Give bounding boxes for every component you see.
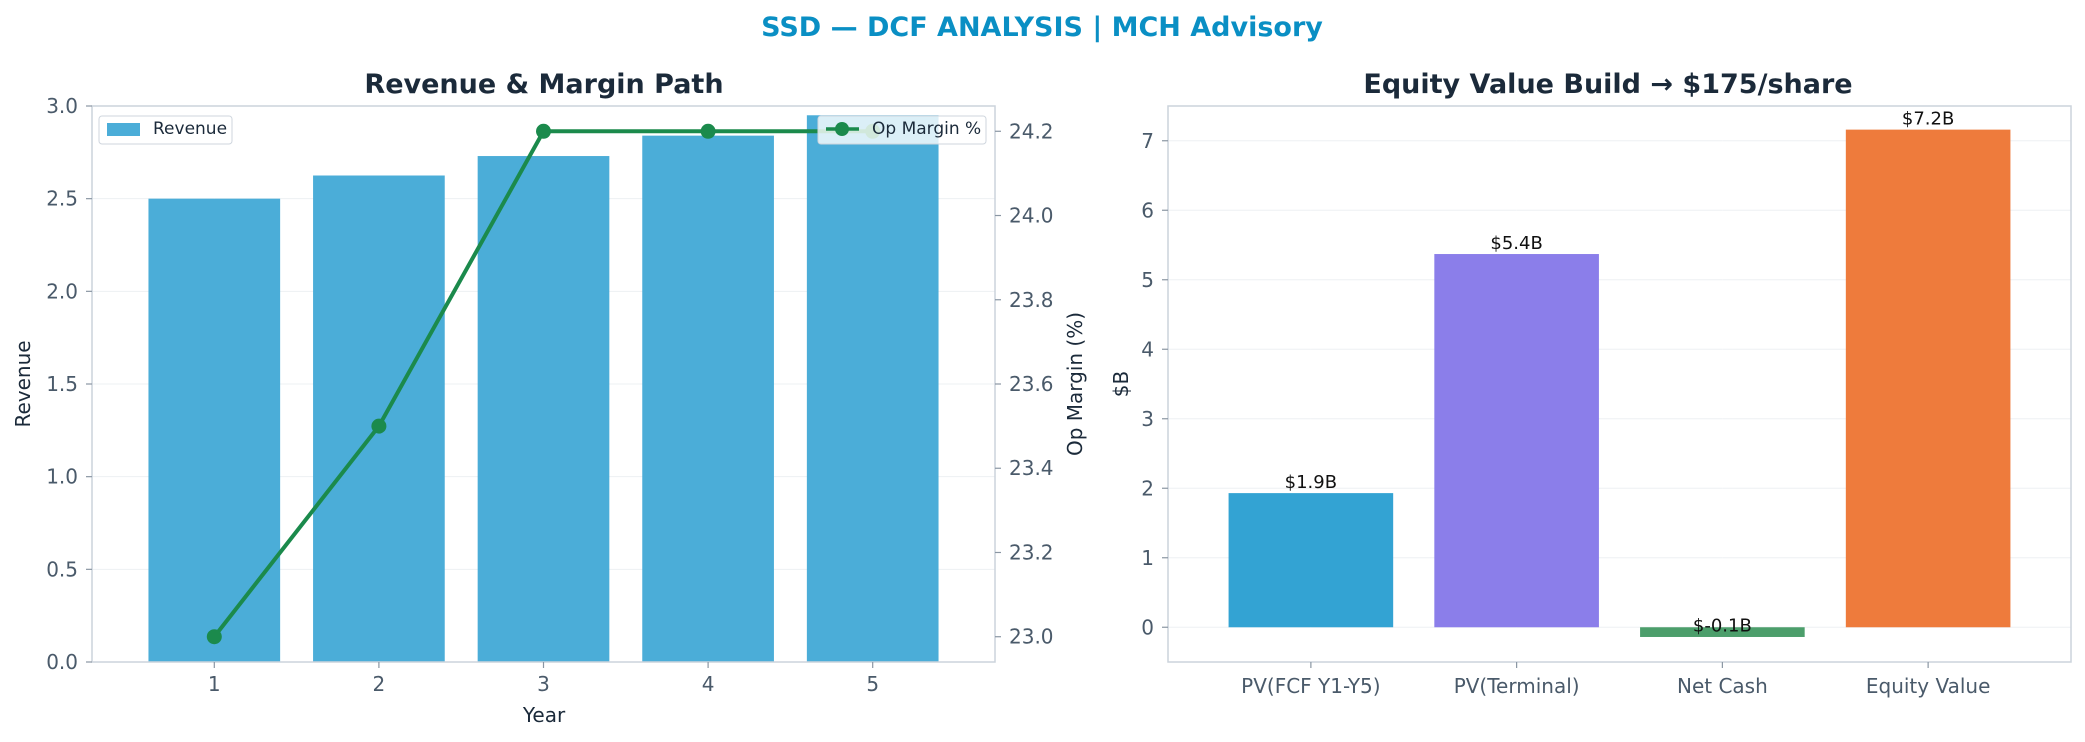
bar-revenue-5: [806, 115, 939, 663]
y2-axis-label: Op Margin (%): [1063, 312, 1087, 456]
x-tick-label: PV(Terminal): [1454, 674, 1580, 698]
data-labels: $1.9B $5.4B $-0.1B $7.2B: [1285, 109, 1955, 637]
y-tick-label: 3: [1141, 407, 1154, 431]
x-tick-label: 5: [866, 672, 879, 696]
y-tick-label: 5: [1141, 268, 1154, 292]
data-label: $7.2B: [1902, 109, 1954, 130]
y2-tick-label: 23.2: [1009, 540, 1054, 564]
x-tick-label: 1: [208, 672, 221, 696]
y-axis-ticks: 0.0 0.5 1.0 1.5 2.0 2.5 3.0: [46, 94, 92, 674]
y2-tick-label: 23.8: [1009, 288, 1054, 312]
bar-pv-fcf-y1-y5-: [1228, 493, 1394, 628]
y-tick-label: 2.0: [46, 279, 78, 303]
equity-value-chart: Equity Value Build → $175/share $1.9B $5.…: [1109, 69, 2072, 698]
y2-tick-label: 24.2: [1009, 119, 1054, 143]
legend-label-op-margin: Op Margin %: [872, 119, 981, 139]
y-tick-label: 2: [1141, 476, 1154, 500]
point-op-margin-2: [371, 418, 387, 434]
y2-tick-label: 23.0: [1009, 625, 1054, 649]
x-tick-label: 4: [702, 672, 715, 696]
y-tick-label: 1.0: [46, 465, 78, 489]
bar-series-equity-build: [1228, 129, 2011, 637]
data-label: $5.4B: [1490, 233, 1542, 254]
y2-tick-label: 23.6: [1009, 372, 1054, 396]
bar-equity-value: [1845, 129, 2011, 628]
y-tick-label: 0.0: [46, 650, 78, 674]
y2-tick-label: 24.0: [1009, 204, 1054, 228]
y-tick-label: 4: [1141, 337, 1154, 361]
x-tick-label: Net Cash: [1677, 674, 1768, 698]
legend-op-margin: Op Margin %: [817, 115, 987, 145]
bar-net-cash: [1640, 627, 1805, 637]
y-axis-ticks: 0 1 2 3 4 5 6 7: [1141, 129, 1168, 639]
x-tick-label: 3: [537, 672, 550, 696]
x-axis-ticks: PV(FCF Y1-Y5) PV(Terminal) Net Cash Equity …: [1241, 662, 1990, 698]
x-tick-label: PV(FCF Y1-Y5): [1241, 674, 1380, 698]
plot-frame: [1167, 105, 2072, 663]
point-op-margin-4: [700, 123, 716, 139]
y-tick-label: 3.0: [46, 94, 78, 118]
y-tick-label: 0: [1141, 615, 1154, 639]
chart-title: Revenue & Margin Path: [364, 69, 723, 100]
legend-marker-op-margin: [835, 122, 849, 136]
bar-revenue-4: [642, 135, 774, 663]
bar-revenue-1: [148, 198, 281, 662]
chart-title: Equity Value Build → $175/share: [1363, 69, 1852, 100]
y-axis-label: Revenue: [11, 340, 35, 427]
revenue-margin-chart: Revenue & Margin Path 0.0 0.5 1.0 1.5 2.0 2.5…: [11, 69, 1087, 727]
y-tick-label: 6: [1141, 198, 1154, 222]
x-tick-label: Equity Value: [1866, 674, 1991, 698]
y2-axis-ticks: 23.0 23.2 23.4 23.6 23.8 24.0 24.2: [995, 119, 1054, 649]
y-tick-label: 7: [1141, 129, 1154, 153]
y-tick-label: 1: [1141, 546, 1154, 570]
y-tick-label: 1.5: [46, 372, 78, 396]
bar-pv-terminal-: [1434, 254, 1599, 628]
bar-revenue-3: [477, 156, 610, 663]
legend-revenue: Revenue: [98, 115, 233, 145]
bar-series-revenue: [148, 115, 939, 663]
x-axis-ticks: 1 2 3 4 5: [208, 662, 879, 696]
point-op-margin-1: [206, 629, 222, 645]
figure-title: SSD — DCF ANALYSIS | MCH Advisory: [761, 12, 1323, 43]
point-op-margin-3: [536, 123, 551, 139]
y-tick-label: 2.5: [46, 187, 78, 211]
legend-label-revenue: Revenue: [153, 119, 227, 139]
legend-swatch-revenue: [107, 123, 140, 136]
x-axis-label: Year: [522, 703, 566, 727]
x-tick-label: 2: [373, 672, 386, 696]
y-axis-label: $B: [1109, 371, 1133, 397]
data-label: $1.9B: [1285, 472, 1337, 493]
y-tick-label: 0.5: [46, 557, 78, 581]
legend-frame: [817, 115, 987, 145]
data-label: $-0.1B: [1693, 615, 1752, 636]
y2-tick-label: 23.4: [1009, 456, 1054, 480]
